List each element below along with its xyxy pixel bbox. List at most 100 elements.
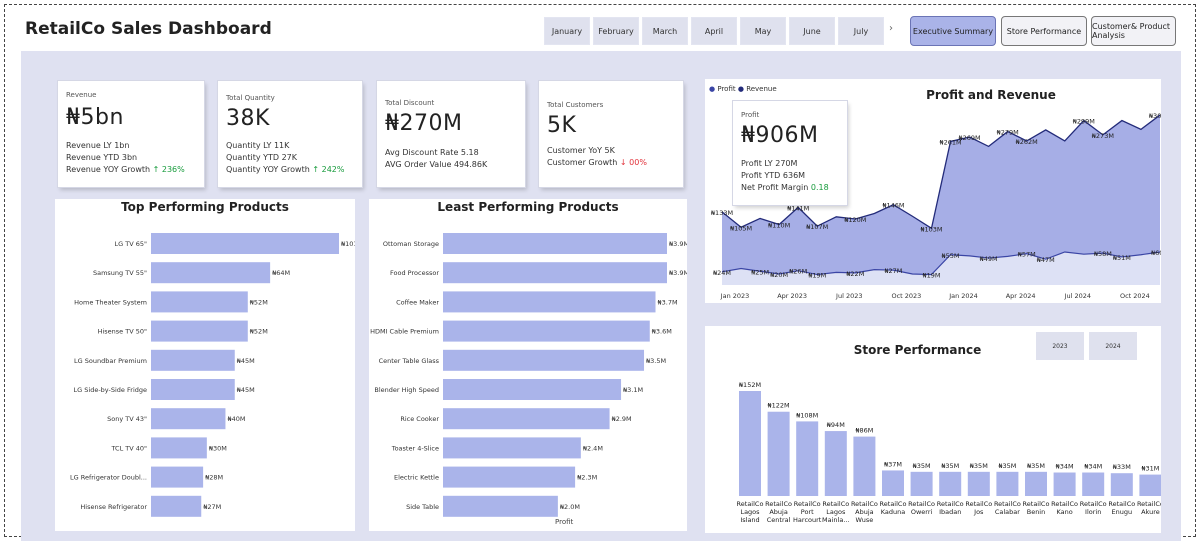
least-products-bar-electric-kettle[interactable] <box>443 466 576 488</box>
discount-value: ₦270M <box>385 111 463 136</box>
store-category-label: RetailCoAkure <box>1137 500 1161 516</box>
store-bar-abuja-central[interactable] <box>767 411 790 496</box>
profit-value: ₦906M <box>741 123 819 148</box>
top-products-bar-lg-tv-65[interactable] <box>151 233 339 254</box>
top-products-value-label: ₦40M <box>227 415 245 423</box>
store-category-word: RetailCo <box>994 500 1021 508</box>
profit-data-label: ₦60M <box>1151 249 1161 257</box>
store-value-label: ₦33M <box>1113 463 1131 471</box>
store-bar-enugu[interactable] <box>1110 473 1133 496</box>
store-bar-port-harcourt[interactable] <box>796 421 819 496</box>
store-category-word: Mainla... <box>822 516 850 524</box>
top-products-value-label: ₦64M <box>272 269 290 277</box>
top-products-bar-hisense-refrigerator[interactable] <box>151 495 202 517</box>
month-button-february[interactable]: February <box>593 17 639 45</box>
top-products-bar-lg-refrigerator-doubl[interactable] <box>151 466 204 488</box>
store-bar-kano[interactable] <box>1053 472 1076 496</box>
store-category-label: RetailCo Port Harcourt <box>793 500 822 524</box>
store-category-label: RetailCo Ilorin <box>1080 500 1107 516</box>
least-products-bar-toaster-4-slice[interactable] <box>443 437 581 459</box>
least-products-value-label: ₦2.0M <box>560 503 580 511</box>
store-bar-benin[interactable] <box>1025 471 1047 496</box>
least-products-bar-blender-high-speed[interactable] <box>443 379 622 400</box>
store-bar-lagos-mainla[interactable] <box>824 431 847 496</box>
store-bar-akure[interactable] <box>1139 474 1161 496</box>
store-value-label: ₦35M <box>913 462 931 470</box>
top-products-bar-samsung-tv-55[interactable] <box>151 262 271 284</box>
least-products-value-label: ₦3.9M <box>669 240 687 248</box>
top-products-bar-hisense-tv-50[interactable] <box>151 320 248 342</box>
year-filter-2024[interactable]: 2024 <box>1089 332 1137 360</box>
revenue-yoy: Revenue YOY Growth ↑ 236% <box>66 165 185 174</box>
store-value-label: ₦34M <box>1056 463 1074 471</box>
least-products-bar-ottoman-storage[interactable] <box>443 233 667 254</box>
store-category-label: RetailCo Calabar <box>994 500 1021 516</box>
top-products-bar-sony-tv-43[interactable] <box>151 408 226 430</box>
least-products-bar-rice-cooker[interactable] <box>443 408 610 430</box>
least-products-category-label: Toaster 4-Slice <box>391 444 439 452</box>
quantity-yoy-label: Quantity YOY Growth <box>226 165 310 174</box>
store-value-label: ₦86M <box>855 427 873 435</box>
top-products-bar-tcl-tv-40[interactable] <box>151 437 207 459</box>
store-category-word: RetailCo <box>1080 500 1107 508</box>
net-profit-margin: Net Profit Margin 0.18 <box>741 183 829 192</box>
month-button-january[interactable]: January <box>544 17 590 45</box>
store-category-word: RetailCo <box>1137 500 1161 508</box>
store-bar-ilorin[interactable] <box>1082 472 1105 496</box>
revenue-data-label: ₦309M <box>1149 112 1161 120</box>
store-value-label: ₦35M <box>941 462 959 470</box>
least-products-panel: Least Performing Products Ottoman Storag… <box>369 199 687 531</box>
revenue-data-label: ₦261M <box>939 138 961 146</box>
x-tick-label: Jan 2023 <box>720 292 750 300</box>
top-products-bar-home-theater-system[interactable] <box>151 291 248 313</box>
nav-button-executive-summary[interactable]: Executive Summary <box>910 16 996 46</box>
least-products-bar-side-table[interactable] <box>443 495 558 517</box>
store-category-word: Wuse <box>856 516 874 524</box>
store-bar-calabar[interactable] <box>996 471 1019 496</box>
month-button-may[interactable]: May <box>740 17 786 45</box>
year-filter-2023[interactable]: 2023 <box>1036 332 1084 360</box>
nav-button-customer-product-analysis[interactable]: Customer& Product Analysis <box>1091 16 1176 46</box>
quantity-ytd: Quantity YTD 27K <box>226 153 298 162</box>
profit-data-label: ₦49M <box>980 255 998 263</box>
top-products-value-label: ₦30M <box>209 444 227 452</box>
month-button-june[interactable]: June <box>789 17 835 45</box>
customers-label: Total Customers <box>547 101 604 109</box>
store-bar-kaduna[interactable] <box>882 470 904 496</box>
store-category-label: RetailCo Abuja Wuse <box>851 500 878 524</box>
profit-data-label: ₦24M <box>713 269 731 277</box>
store-bar-abuja-wuse[interactable] <box>853 436 876 496</box>
month-button-april[interactable]: April <box>691 17 737 45</box>
month-button-july[interactable]: July <box>838 17 884 45</box>
store-value-label: ₦108M <box>796 411 818 419</box>
store-bar-jos[interactable] <box>967 471 990 496</box>
store-value-label: ₦94M <box>827 421 845 429</box>
store-bar-lagos-island[interactable] <box>739 391 761 496</box>
net-profit-margin-label: Net Profit Margin <box>741 183 809 192</box>
legend-profit[interactable]: ● Profit <box>709 85 736 93</box>
store-value-label: ₦35M <box>1027 462 1045 470</box>
store-category-word: RetailCo <box>880 500 907 508</box>
store-bar-ibadan[interactable] <box>939 471 962 496</box>
nav-button-store-performance[interactable]: Store Performance <box>1001 16 1087 46</box>
chevron-right-icon[interactable]: › <box>889 23 893 34</box>
top-products-bar-lg-soundbar-premium[interactable] <box>151 349 235 371</box>
store-bar-owerri[interactable] <box>910 471 933 496</box>
top-products-bar-lg-side-by-side-fridge[interactable] <box>151 379 235 400</box>
least-products-bar-coffee-maker[interactable] <box>443 291 656 313</box>
store-category-word: Calabar <box>995 508 1020 516</box>
revenue-data-label: ₦103M <box>920 225 942 233</box>
least-products-bar-center-table-glass[interactable] <box>443 349 645 371</box>
profit-line[interactable] <box>721 251 1161 276</box>
legend-revenue[interactable]: ● Revenue <box>737 85 777 93</box>
store-category-label: RetailCo Kano <box>1051 500 1078 516</box>
least-products-bar-food-processor[interactable] <box>443 262 667 284</box>
x-tick-label: Apr 2024 <box>1006 292 1036 300</box>
store-category-word: Ibadan <box>939 508 961 516</box>
least-products-bar-hdmi-cable-premium[interactable] <box>443 320 650 342</box>
avg-order-value: AVG Order Value 494.86K <box>385 160 488 169</box>
store-category-word: Abuja <box>855 508 873 516</box>
month-button-march[interactable]: March <box>642 17 688 45</box>
revenue-line[interactable] <box>721 114 1161 230</box>
